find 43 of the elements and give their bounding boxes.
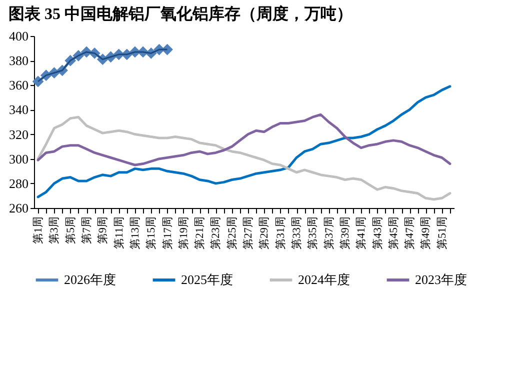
y-tick-label: 380 xyxy=(9,53,28,68)
x-tick-label: 第43周 xyxy=(372,216,384,250)
y-tick-label: 320 xyxy=(9,126,28,142)
x-tick-label: 第25周 xyxy=(226,216,238,250)
legend-label: 2025年度 xyxy=(181,272,233,287)
x-tick-label: 第33周 xyxy=(291,216,303,250)
line-series xyxy=(36,116,452,201)
y-tick-label: 260 xyxy=(9,200,28,216)
y-tick-label: 360 xyxy=(9,78,28,93)
x-tick-label: 第45周 xyxy=(388,216,400,250)
x-tick-label: 第15周 xyxy=(146,216,158,250)
legend-label: 2026年度 xyxy=(64,272,116,287)
point xyxy=(32,76,44,88)
x-tick-label: 第49周 xyxy=(420,216,432,250)
x-tick-label: 第9周 xyxy=(97,216,110,244)
x-tick-label: 第31周 xyxy=(274,216,287,250)
x-tick-label: 第37周 xyxy=(323,216,336,250)
y-tick-label: 300 xyxy=(9,151,28,166)
y-tick-label: 280 xyxy=(9,176,28,191)
x-tick-label: 第39周 xyxy=(339,216,352,250)
x-tick-label: 第13周 xyxy=(129,216,142,250)
y-tick-label: 340 xyxy=(9,102,28,118)
x-tick-label: 第29周 xyxy=(258,216,271,250)
legend-label: 2023年度 xyxy=(415,272,467,287)
x-tick-label: 第27周 xyxy=(242,216,255,250)
x-tick-label: 第7周 xyxy=(81,216,93,244)
x-tick-label: 第19周 xyxy=(178,216,190,250)
x-tick-label: 第11周 xyxy=(113,216,126,250)
x-tick-label: 第3周 xyxy=(48,216,61,244)
x-tick-label: 第35周 xyxy=(307,216,320,250)
x-tick-label: 第47周 xyxy=(404,216,416,250)
x-tick-label: 第41周 xyxy=(356,216,368,250)
x-tick-label: 第51周 xyxy=(436,216,448,250)
y-tick-label: 400 xyxy=(9,28,28,44)
x-tick-label: 第5周 xyxy=(64,216,77,244)
x-tick-label: 第1周 xyxy=(32,216,45,244)
x-tick-label: 第17周 xyxy=(162,216,174,250)
line-series xyxy=(36,113,452,166)
line-series xyxy=(36,85,452,198)
x-tick-label: 第21周 xyxy=(194,216,206,250)
chart-title: 图表 35 中国电解铝厂氧化铝库存（周度，万吨） xyxy=(8,4,352,23)
legend-label: 2024年度 xyxy=(298,272,350,287)
x-tick-label: 第23周 xyxy=(210,216,222,250)
